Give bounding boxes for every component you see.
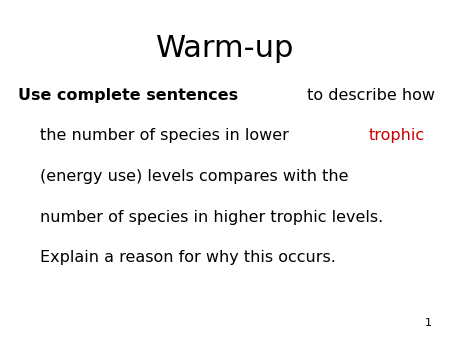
Text: Explain a reason for why this occurs.: Explain a reason for why this occurs. xyxy=(40,250,337,265)
Text: 1: 1 xyxy=(425,318,432,328)
Text: (energy use) levels compares with the: (energy use) levels compares with the xyxy=(40,169,349,184)
Text: number of species in higher trophic levels.: number of species in higher trophic leve… xyxy=(40,210,384,224)
Text: the number of species in lower: the number of species in lower xyxy=(40,128,294,143)
Text: trophic: trophic xyxy=(368,128,424,143)
Text: Warm-up: Warm-up xyxy=(156,34,294,63)
Text: Use complete sentences: Use complete sentences xyxy=(18,88,238,103)
Text: to describe how: to describe how xyxy=(302,88,435,103)
